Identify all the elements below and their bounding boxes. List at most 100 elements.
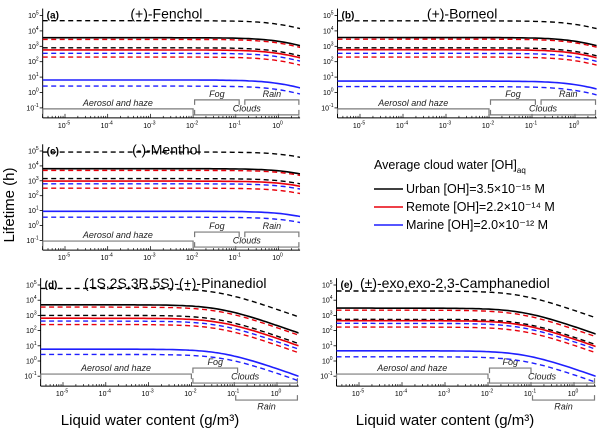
region-bracket [42,108,194,114]
y-tick-exponent: -1 [328,371,333,377]
x-tick-exponent: -3 [447,120,452,126]
x-tick-exponent: -5 [64,389,69,395]
x-tick-base: 10 [186,255,194,262]
region-label: Fog [207,357,223,367]
series-line-solid [336,319,596,348]
series-line-dashed [336,322,596,350]
y-tick-exponent: 0 [331,88,334,94]
region-label: Clouds [233,103,262,113]
x-tick-exponent: -2 [490,120,495,126]
region-label: Aerosol and haze [377,98,448,108]
x-tick-exponent: -5 [66,120,71,126]
x-tick-label: 10-1 [525,120,537,130]
y-tick-label: 105 [322,280,333,290]
y-tick-exponent: 0 [330,356,333,362]
y-tick-exponent: 5 [330,280,333,286]
series-line-solid [336,350,596,377]
x-tick-label: 10-4 [396,120,408,130]
region-bracket [336,108,490,114]
x-tick-exponent: -3 [446,389,451,395]
x-tick-exponent: -1 [533,120,538,126]
series-line-solid [42,167,301,175]
y-tick-exponent: 4 [34,295,37,301]
y-tick-label: 104 [28,161,39,171]
region-bracket [488,378,596,384]
panel-title: (+)-Borneol [427,6,497,22]
series-line-solid [42,180,301,188]
series-line-solid [42,210,301,218]
y-tick-exponent: 2 [36,57,39,63]
y-tick-base: 10 [322,328,330,335]
y-tick-label: 103 [322,310,333,320]
y-tick-base: 10 [323,13,331,20]
y-tick-label: 103 [26,310,37,320]
region-bracket [194,99,240,105]
x-tick-label: 10-4 [395,389,407,399]
x-tick-label: 10-3 [143,120,155,130]
x-tick-base: 10 [56,391,64,398]
x-tick-label: 10-4 [101,253,113,263]
y-tick-base: 10 [322,359,330,366]
legend-title-subscript: aq [517,166,526,175]
panel-label: (a) [47,11,59,22]
region-bracket [194,242,300,248]
x-tick-exponent: -4 [404,120,409,126]
series-line-dashed [42,187,301,195]
series-line-dashed [40,306,299,336]
y-tick-label: 100 [28,221,39,231]
y-tick-base: 10 [28,178,36,185]
y-tick-label: 100 [28,88,39,98]
x-tick-label: 10-1 [229,120,241,130]
series-line-dashed [337,38,597,48]
y-tick-label: 104 [26,295,37,305]
series-line-dashed [42,20,301,30]
y-tick-exponent: 2 [330,326,333,332]
x-tick-base: 10 [229,255,237,262]
series-line-dashed [42,183,301,190]
x-tick-label: 10-2 [186,120,198,130]
x-tick-base: 10 [272,123,280,130]
x-tick-exponent: -2 [194,253,199,259]
region-label: Aerosol and haze [82,230,153,240]
x-tick-base: 10 [272,255,280,262]
y-tick-base: 10 [26,359,34,366]
y-tick-label: 100 [323,88,334,98]
region-bracket [335,373,489,380]
y-tick-base: 10 [28,208,36,215]
x-tick-label: 10-3 [438,389,450,399]
y-tick-base: 10 [28,75,36,82]
region-bracket [194,109,300,116]
y-tick-label: 101 [28,72,39,82]
legend-label-urban: Urban [OH]=3.5×10⁻¹⁵ M [406,182,545,196]
legend-label-remote: Remote [OH]=2.2×10⁻¹⁴ M [406,200,555,214]
x-tick-exponent: -4 [106,389,111,395]
x-tick-label: 10-2 [481,389,493,399]
x-tick-label: 10-4 [101,120,113,130]
x-tick-exponent: 0 [279,389,282,395]
region-bracket [40,373,192,380]
x-tick-base: 10 [438,391,446,398]
y-tick-exponent: 5 [36,11,39,17]
y-tick-exponent: 4 [331,26,334,32]
x-tick-exponent: -4 [403,389,408,395]
series-line-dashed [42,177,301,185]
y-tick-base: 10 [28,90,36,97]
y-tick-base: 10 [323,59,331,66]
y-tick-label: 10-1 [24,371,36,381]
x-tick-label: 10-3 [141,389,153,399]
x-tick-exponent: -2 [194,120,199,126]
y-tick-label: 102 [323,57,334,67]
x-tick-base: 10 [143,255,151,262]
x-tick-label: 100 [272,120,283,130]
y-tick-label: 105 [28,146,39,156]
panel-label: (b) [342,11,355,22]
series-line-solid [336,307,596,335]
legend-label-marine: Marine [OH]=2.0×10⁻¹² M [406,218,548,232]
y-tick-label: 105 [28,11,39,21]
y-tick-base: 10 [28,163,36,170]
x-tick-label: 10-2 [482,120,494,130]
y-tick-base: 10 [28,28,36,35]
y-tick-base: 10 [28,193,36,200]
